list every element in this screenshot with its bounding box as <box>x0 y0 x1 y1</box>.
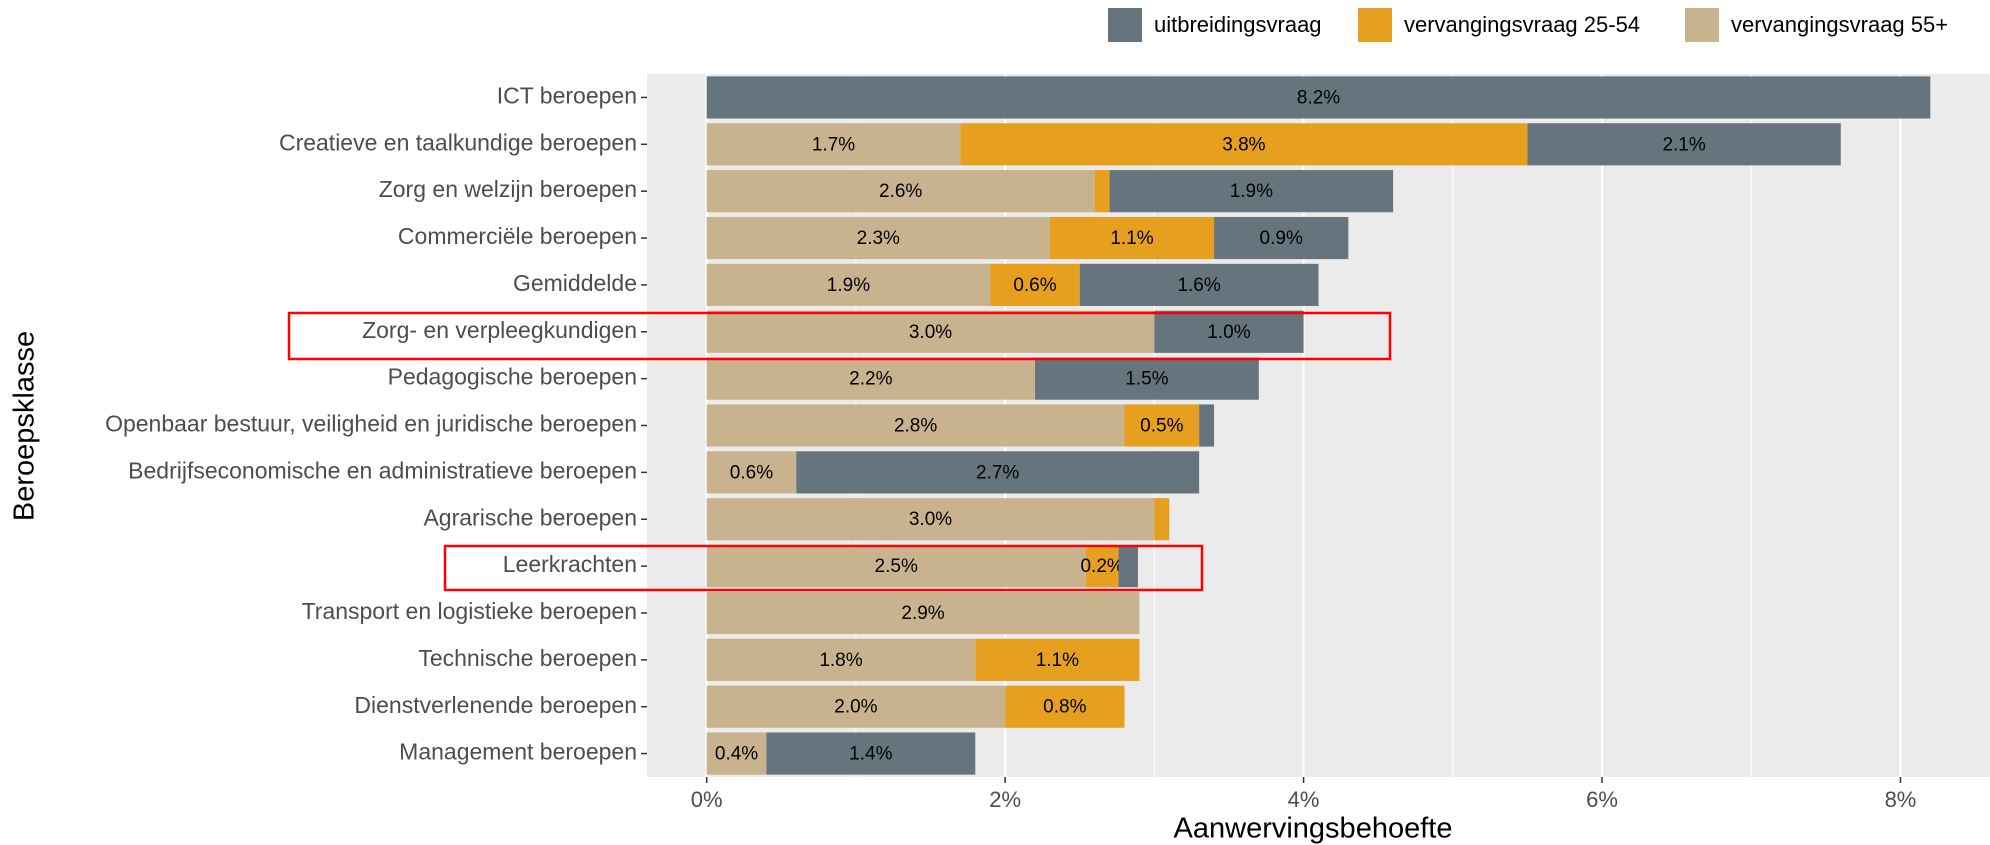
bar-segment <box>1154 498 1170 541</box>
bar-segment <box>706 498 1155 541</box>
x-tick-label: 2% <box>989 787 1021 812</box>
bar-segment <box>1094 170 1110 213</box>
legend-label: vervangingsvraag 55+ <box>1731 12 1948 37</box>
bar-segment <box>990 263 1080 306</box>
y-tick-label: Agrarische beroepen <box>423 504 637 530</box>
bar-segment <box>706 545 1086 588</box>
value-label: 0.2% <box>1080 556 1123 577</box>
bar-segment <box>1199 404 1215 447</box>
bar-segment <box>1005 685 1125 728</box>
bar-segment <box>1085 545 1119 588</box>
y-tick-label: Zorg en welzijn beroepen <box>379 176 637 202</box>
y-tick-label: ICT beroepen <box>497 83 637 109</box>
y-tick-label: Pedagogische beroepen <box>388 364 637 390</box>
y-tick-label: Dienstverlenende beroepen <box>354 692 637 718</box>
legend-label: uitbreidingsvraag <box>1154 12 1322 37</box>
value-label: 2.0% <box>834 697 877 718</box>
bar-segment <box>706 170 1095 213</box>
bar-segment <box>706 638 976 681</box>
legend-label: vervangingsvraag 25-54 <box>1404 12 1640 37</box>
y-tick-label: Gemiddelde <box>513 270 637 296</box>
bar-segment <box>706 732 767 775</box>
value-label: 3.0% <box>909 509 952 530</box>
value-label: 2.6% <box>879 181 922 202</box>
value-label: 2.9% <box>901 603 944 624</box>
legend-key <box>1358 8 1392 42</box>
value-label: 1.4% <box>849 744 892 765</box>
bar-segment <box>1049 216 1215 260</box>
x-axis-title: Aanwervingsbehoefte <box>1174 813 1453 845</box>
bar-segment <box>706 310 1155 353</box>
bar-segment <box>1034 357 1259 400</box>
x-tick-label: 4% <box>1288 787 1320 812</box>
value-label: 0.6% <box>730 462 773 483</box>
highlight-box <box>443 544 1204 592</box>
bar-segment <box>1079 263 1319 306</box>
value-label: 2.2% <box>849 369 892 390</box>
bar-segment <box>975 638 1140 681</box>
value-label: 8.2% <box>1297 87 1340 108</box>
y-tick-label: Openbaar bestuur, veiligheid en juridisc… <box>105 411 637 437</box>
x-tick-label: 0% <box>691 787 723 812</box>
value-label: 0.8% <box>1043 697 1086 718</box>
bar-segment <box>706 263 991 306</box>
value-label: 0.5% <box>1140 416 1183 437</box>
x-tick-label: 8% <box>1885 787 1917 812</box>
legend-key <box>1685 8 1719 42</box>
bar-segment <box>1124 404 1200 447</box>
value-label: 2.3% <box>857 228 900 249</box>
value-label: 3.0% <box>909 322 952 343</box>
value-label: 1.7% <box>812 134 855 155</box>
bar-segment <box>706 216 1050 260</box>
value-label: 1.6% <box>1177 275 1220 296</box>
x-tick-label: 6% <box>1586 787 1618 812</box>
y-tick-label: Zorg- en verpleegkundigen <box>362 317 637 343</box>
y-tick-label: Commerciële beroepen <box>398 223 637 249</box>
bar-segment <box>706 76 1931 119</box>
value-label: 3.8% <box>1222 134 1265 155</box>
y-tick-label: Transport en logistieke beroepen <box>302 598 637 624</box>
value-label: 2.5% <box>875 556 918 577</box>
bar-segment <box>796 451 1200 494</box>
y-axis-title: Beroepsklasse <box>9 331 41 521</box>
value-label: 2.7% <box>976 462 1019 483</box>
bar-segment <box>1109 170 1394 213</box>
bar-segment <box>706 357 1035 400</box>
value-label: 1.1% <box>1110 228 1153 249</box>
value-label: 0.6% <box>1013 275 1056 296</box>
y-tick-label: Bedrijfseconomische en administratieve b… <box>128 457 637 483</box>
bar-segment <box>706 404 1125 447</box>
value-label: 0.4% <box>715 744 758 765</box>
bar-segment <box>1154 310 1304 353</box>
bars: 8.2% 1.7% 3.8% 2.1% 2.6% 1.9% 2.3% 1.1% 0.9% 1.9%… <box>706 76 1931 775</box>
y-tick-label: Management beroepen <box>399 739 637 765</box>
value-label: 0.9% <box>1260 228 1303 249</box>
y-tick-label: Technische beroepen <box>418 645 637 671</box>
value-label: 1.1% <box>1036 650 1079 671</box>
value-label: 1.8% <box>819 650 862 671</box>
legend-key <box>1108 8 1142 42</box>
value-label: 2.1% <box>1662 134 1705 155</box>
y-tick-label: Creatieve en taalkundige beroepen <box>279 129 637 155</box>
bar-segment <box>1214 216 1349 260</box>
bar-segment <box>706 123 961 166</box>
bar-segment <box>706 451 797 494</box>
highlight-box <box>287 311 1392 361</box>
value-label: 1.0% <box>1207 322 1250 343</box>
value-label: 1.5% <box>1125 369 1168 390</box>
value-label: 1.9% <box>827 275 870 296</box>
bar-segment <box>1118 545 1138 588</box>
bar-segment <box>706 591 1140 635</box>
bar-segment <box>706 685 1006 728</box>
bar-segment <box>960 123 1528 166</box>
value-label: 1.9% <box>1230 181 1273 202</box>
y-tick-label: Leerkrachten <box>503 551 637 577</box>
bar-segment <box>766 732 976 775</box>
bar-segment <box>1527 123 1841 166</box>
value-label: 2.8% <box>894 416 937 437</box>
